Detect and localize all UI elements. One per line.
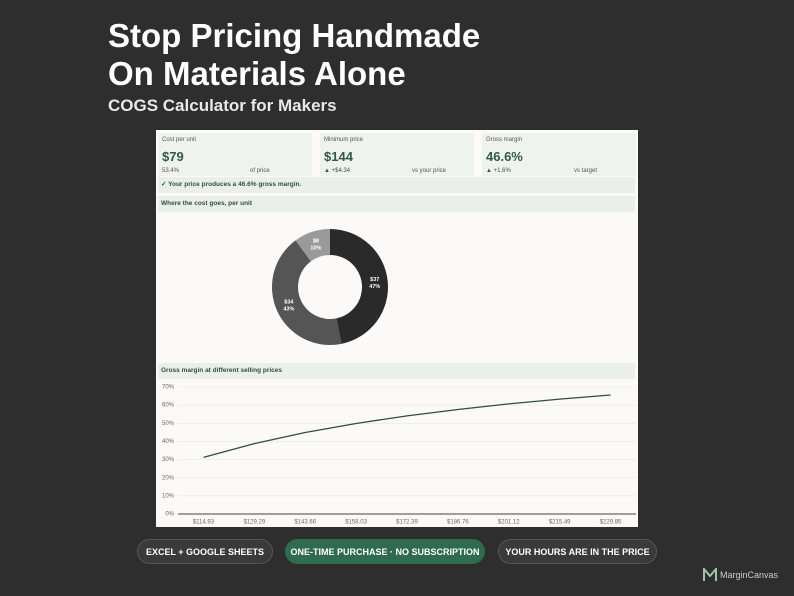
brand-logo [703,568,717,581]
kpi-note: vs target [574,168,598,174]
line-series [203,394,611,459]
banner: ✓ Your price produces a 46.6% gross marg… [158,177,635,193]
section-title: Where the cost goes, per unit [158,196,635,212]
slice-label: $37 [370,277,379,283]
section-title: Gross margin at different selling prices [158,363,635,379]
kpi-sub: ▲ +1.6% [486,168,511,174]
slice-label: $34 [284,300,294,306]
kpi-card: Minimum price $144 ▲ +$4.34 vs your price [320,133,474,176]
kpi-label: Cost per unit [162,137,197,143]
subtitle: COGS Calculator for Makers [108,96,337,115]
kpi-card: Gross margin 46.6% ▲ +1.6% vs target [482,133,636,176]
kpi-value: $144 [324,149,353,164]
x-tick-label: $186.76 [447,520,469,526]
x-tick-label: $201.12 [498,520,520,526]
y-tick-label: 0% [165,512,174,518]
x-tick-label: $114.93 [193,520,215,526]
kpi-note: vs your price [412,168,447,174]
y-tick-label: 10% [162,493,175,499]
feature-pill: ONE-TIME PURCHASE · NO SUBSCRIPTION [285,539,485,564]
feature-pill: YOUR HOURS ARE IN THE PRICE [498,539,657,564]
y-tick-label: 40% [162,439,175,445]
x-tick-label: $215.49 [549,520,571,526]
slice-percent: 47% [369,284,380,290]
kpi-label: Minimum price [324,137,364,143]
slice-label: $8 [313,239,319,245]
y-tick-label: 50% [162,421,175,427]
kpi-note: of price [250,168,270,174]
brand: MarginCanvas [720,570,779,580]
kpi-value: $79 [162,149,184,164]
y-tick-label: 70% [162,385,175,391]
kpi-label: Gross margin [486,137,523,143]
kpi-sub: 53.4% [162,168,180,174]
y-tick-label: 60% [162,403,175,409]
donut-slice [295,229,330,262]
title-line: Stop Pricing Handmade [108,17,481,54]
title-line: On Materials Alone [108,55,406,92]
kpi-card: Cost per unit $79 53.4% of price [158,133,312,176]
x-tick-label: $129.29 [243,520,265,526]
panel: Cost per unit $79 53.4% of price Minimum pr… [156,130,638,527]
kpi-value: 46.6% [486,149,523,164]
feature-pill: EXCEL + GOOGLE SHEETS [137,539,273,564]
donut-slice [272,240,342,345]
slice-percent: 10% [310,246,321,252]
slice-percent: 43% [283,307,294,313]
y-tick-label: 20% [162,475,175,481]
donut-slice [330,229,388,344]
x-tick-label: $143.66 [294,520,316,526]
y-tick-label: 30% [162,457,175,463]
x-tick-label: $229.85 [600,520,622,526]
x-tick-label: $158.03 [345,520,367,526]
kpi-sub: ▲ +$4.34 [324,168,351,174]
x-tick-label: $172.39 [396,520,418,526]
